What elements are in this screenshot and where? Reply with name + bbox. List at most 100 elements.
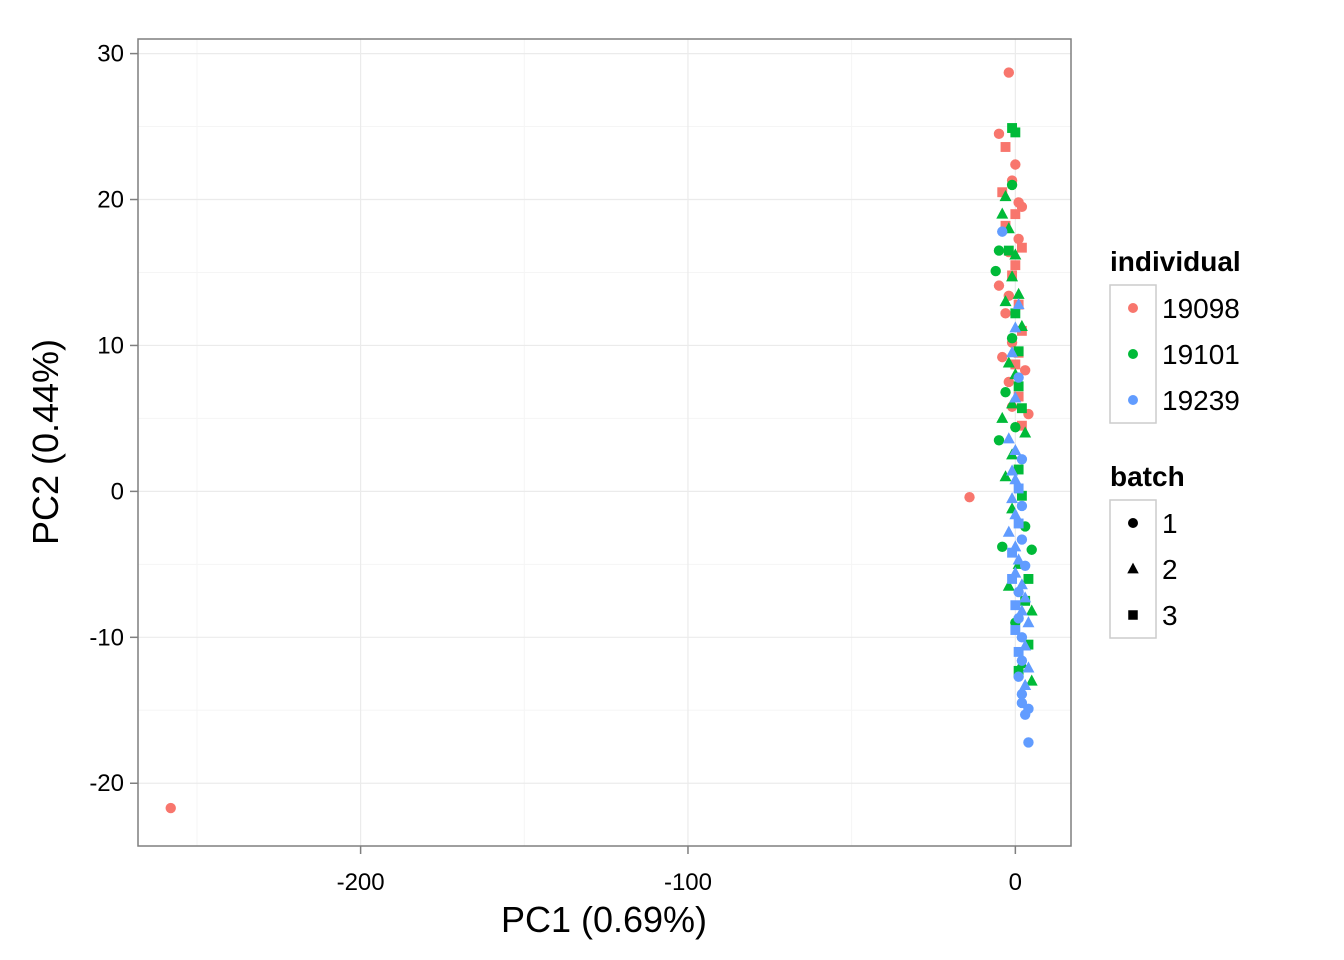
data-point: [1006, 332, 1018, 344]
data-point: [1010, 260, 1021, 271]
data-point: [1000, 220, 1011, 231]
data-point: [996, 411, 1009, 423]
data-point: [1016, 420, 1027, 431]
data-point: [1013, 233, 1024, 245]
data-point: [1006, 346, 1019, 358]
data-point: [1009, 473, 1022, 485]
y-axis-title: PC2 (0.44%): [25, 339, 66, 545]
data-point: [1016, 403, 1027, 414]
data-point: [1009, 443, 1022, 456]
y-tick-label: -20: [89, 770, 124, 797]
color-legend-key: [1128, 303, 1138, 313]
data-point: [1010, 625, 1021, 635]
data-points: [165, 67, 1038, 814]
data-point: [1010, 209, 1021, 220]
data-point: [1013, 665, 1024, 676]
data-point: [1013, 671, 1024, 682]
data-point: [1016, 655, 1028, 666]
data-point: [1012, 287, 1025, 299]
data-point: [1010, 600, 1021, 611]
data-point: [993, 435, 1005, 446]
data-point: [1019, 591, 1032, 603]
color-legend-keys: [1128, 303, 1138, 405]
data-point: [1012, 553, 1025, 565]
color-legend-label: 19101: [1162, 339, 1240, 370]
data-point: [1013, 464, 1024, 475]
shape-legend-keys: [1127, 518, 1139, 620]
data-point: [1023, 574, 1034, 584]
data-point: [1010, 308, 1021, 319]
data-point: [1006, 270, 1019, 282]
color-legend-label: 19239: [1162, 385, 1240, 416]
data-point: [1013, 646, 1024, 657]
data-point: [1006, 464, 1019, 476]
plot-panel-border: [137, 38, 1072, 847]
data-point: [1000, 386, 1011, 398]
data-point: [993, 245, 1005, 256]
data-point: [1007, 574, 1018, 584]
data-point: [996, 207, 1009, 219]
data-point: [997, 541, 1008, 553]
x-axis: -200 -100 0: [337, 846, 1022, 896]
data-point: [1015, 578, 1028, 590]
data-point: [1016, 242, 1027, 253]
y-tick-label: 20: [97, 187, 124, 214]
shape-legend-label: 1: [1162, 508, 1178, 539]
data-point: [999, 470, 1012, 482]
grid-major: [138, 39, 1071, 846]
color-legend: individual 19098 19101 19239: [1109, 246, 1241, 424]
data-point: [1016, 534, 1028, 545]
data-point: [1000, 308, 1011, 319]
data-point: [1006, 179, 1018, 191]
data-point: [1026, 544, 1037, 555]
data-point: [1009, 321, 1022, 333]
data-point: [1010, 359, 1021, 370]
data-point: [1013, 483, 1024, 494]
data-point: [1015, 604, 1028, 616]
shape-legend-key: [1128, 518, 1138, 528]
data-point: [1010, 127, 1021, 138]
data-point: [993, 128, 1005, 140]
shape-legend-label: 3: [1162, 600, 1178, 631]
data-point: [1002, 432, 1015, 444]
data-point: [165, 802, 176, 814]
y-tick-label: 0: [111, 478, 124, 505]
plot-background: [138, 39, 1071, 846]
data-point: [1025, 674, 1038, 686]
data-point: [1016, 632, 1028, 643]
data-point: [990, 265, 1001, 277]
data-point: [1006, 397, 1019, 409]
shape-legend-key: [1128, 610, 1138, 620]
data-point: [1009, 391, 1022, 403]
data-point: [1019, 709, 1031, 720]
data-point: [1012, 298, 1025, 310]
data-point: [1003, 376, 1014, 388]
data-point: [1009, 508, 1022, 520]
data-point: [1022, 661, 1035, 673]
data-point: [999, 295, 1012, 307]
y-tick-label: -10: [89, 624, 124, 651]
data-point: [964, 492, 975, 503]
data-point: [1013, 586, 1024, 598]
shape-legend-title: batch: [1110, 461, 1185, 492]
y-tick-label: 30: [97, 41, 124, 68]
data-point: [1025, 604, 1038, 616]
data-point: [997, 187, 1008, 198]
data-point: [1013, 346, 1024, 357]
grid-minor: [138, 39, 1071, 846]
data-point: [1013, 613, 1024, 624]
shape-legend: batch 1 2 3: [1109, 461, 1185, 639]
x-tick-label: -200: [337, 869, 385, 896]
data-point: [999, 190, 1012, 202]
data-point: [1013, 391, 1024, 402]
color-legend-title: individual: [1110, 246, 1241, 277]
x-tick-label: -100: [664, 869, 712, 896]
data-point: [1007, 547, 1018, 558]
data-point: [1000, 142, 1011, 152]
data-point: [1019, 365, 1031, 376]
data-point: [1016, 689, 1028, 700]
y-tick-label: 10: [97, 332, 124, 359]
data-point: [1022, 616, 1035, 628]
data-point: [1019, 560, 1031, 572]
